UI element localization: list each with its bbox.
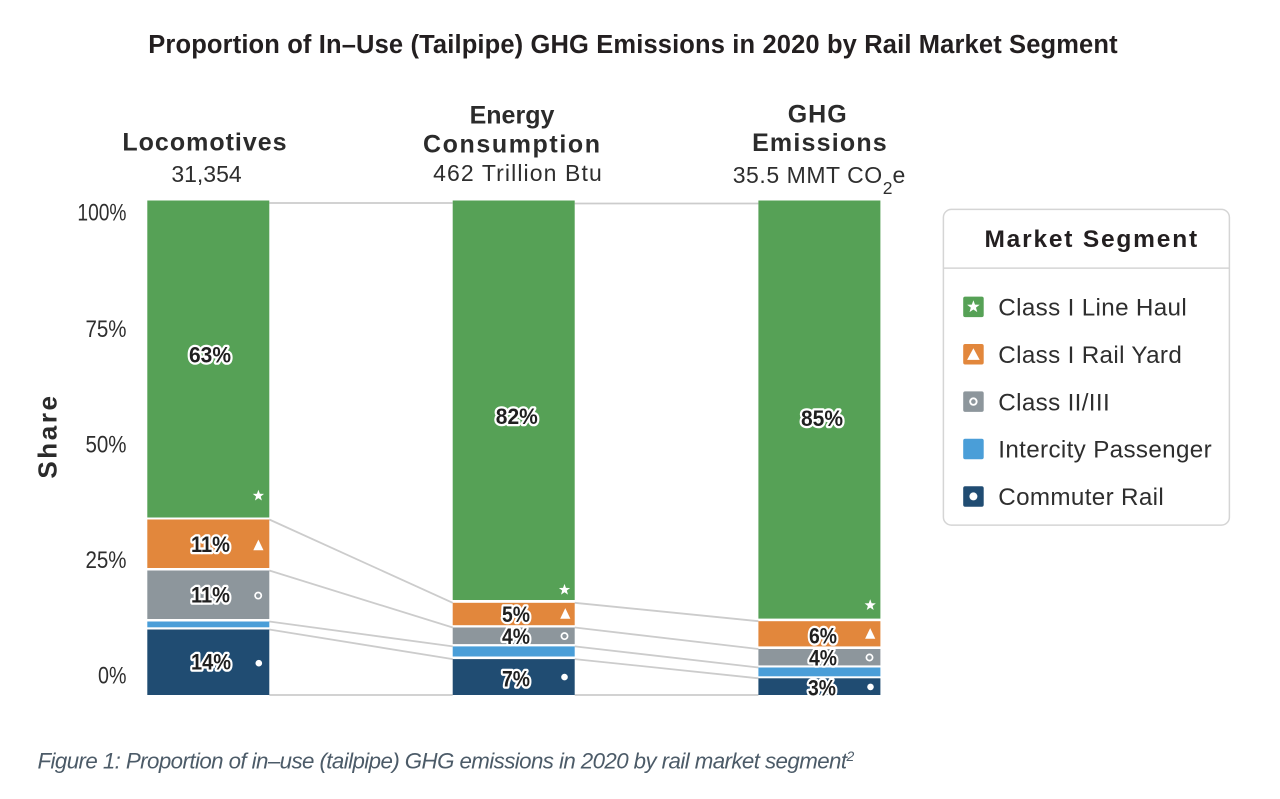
svg-text:462 Trillion Btu: 462 Trillion Btu (433, 160, 603, 186)
svg-text:Proportion of In–Use (Tailpipe: Proportion of In–Use (Tailpipe) GHG Emis… (148, 31, 1118, 59)
svg-text:11%: 11% (191, 532, 230, 557)
svg-text:4%: 4% (809, 646, 837, 671)
svg-text:82%: 82% (496, 404, 538, 430)
svg-text:Class I Rail Yard: Class I Rail Yard (998, 342, 1182, 369)
svg-text:5%: 5% (502, 603, 530, 628)
svg-text:Share: Share (33, 393, 63, 478)
svg-text:Emissions: Emissions (752, 129, 888, 157)
svg-text:Class II/III: Class II/III (998, 389, 1110, 416)
svg-text:6%: 6% (809, 624, 837, 649)
svg-text:3%: 3% (808, 676, 836, 701)
svg-text:Figure 1: Proportion of in–use: Figure 1: Proportion of in–use (tailpipe… (38, 748, 855, 774)
svg-text:50%: 50% (85, 431, 126, 458)
svg-text:Market Segment: Market Segment (984, 226, 1198, 253)
svg-text:4%: 4% (502, 625, 530, 650)
svg-text:0%: 0% (98, 662, 126, 689)
svg-text:31,354: 31,354 (171, 161, 242, 187)
svg-text:85%: 85% (801, 406, 843, 432)
svg-text:63%: 63% (189, 342, 231, 368)
svg-text:Consumption: Consumption (423, 130, 602, 158)
svg-text:11%: 11% (191, 583, 230, 608)
svg-text:Intercity Passenger: Intercity Passenger (998, 437, 1212, 464)
svg-text:Class I Line Haul: Class I Line Haul (998, 295, 1187, 322)
svg-text:GHG: GHG (788, 101, 848, 129)
svg-text:100%: 100% (77, 198, 126, 226)
svg-text:25%: 25% (85, 547, 126, 574)
svg-text:Locomotives: Locomotives (122, 129, 287, 157)
svg-text:Commuter Rail: Commuter Rail (998, 484, 1164, 511)
svg-text:75%: 75% (85, 316, 126, 343)
svg-text:Energy: Energy (470, 101, 555, 129)
svg-text:14%: 14% (191, 650, 231, 675)
svg-text:7%: 7% (502, 667, 530, 692)
